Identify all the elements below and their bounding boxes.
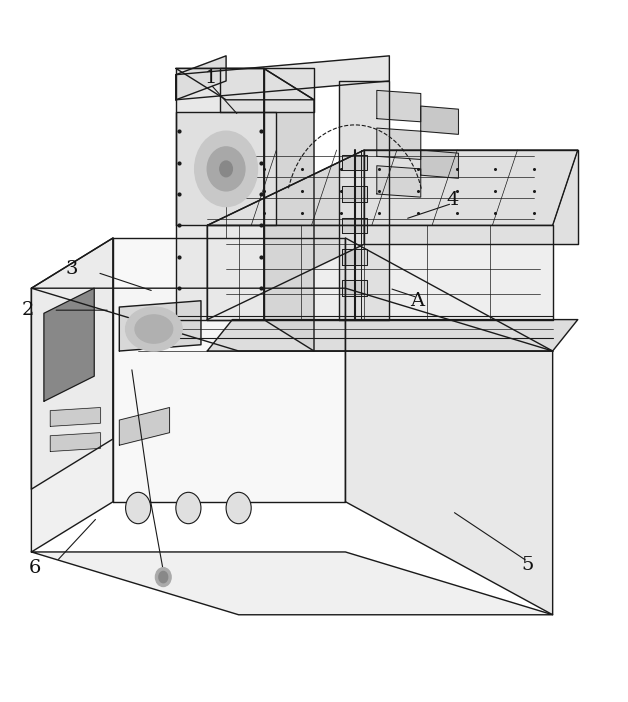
Polygon shape bbox=[31, 238, 113, 489]
Polygon shape bbox=[31, 238, 113, 552]
Ellipse shape bbox=[195, 131, 257, 206]
Text: 6: 6 bbox=[28, 559, 41, 576]
Polygon shape bbox=[220, 68, 314, 112]
Ellipse shape bbox=[176, 492, 201, 524]
Polygon shape bbox=[119, 300, 201, 351]
Polygon shape bbox=[31, 289, 553, 351]
Polygon shape bbox=[377, 128, 421, 159]
Ellipse shape bbox=[135, 315, 173, 343]
Polygon shape bbox=[44, 289, 94, 402]
Polygon shape bbox=[176, 68, 264, 319]
Polygon shape bbox=[345, 238, 553, 615]
Ellipse shape bbox=[220, 161, 232, 177]
Polygon shape bbox=[207, 225, 553, 319]
Ellipse shape bbox=[226, 492, 251, 524]
Text: 4: 4 bbox=[446, 191, 458, 209]
Polygon shape bbox=[176, 112, 276, 225]
Ellipse shape bbox=[155, 568, 171, 586]
Polygon shape bbox=[342, 280, 367, 296]
Ellipse shape bbox=[159, 571, 168, 583]
Text: 2: 2 bbox=[22, 301, 35, 319]
Polygon shape bbox=[339, 81, 389, 319]
Polygon shape bbox=[421, 106, 458, 134]
Polygon shape bbox=[207, 150, 364, 319]
Text: 1: 1 bbox=[204, 69, 217, 87]
Text: 5: 5 bbox=[521, 555, 534, 574]
Text: 3: 3 bbox=[66, 260, 78, 279]
Polygon shape bbox=[50, 408, 100, 426]
Polygon shape bbox=[377, 166, 421, 197]
Polygon shape bbox=[342, 154, 367, 171]
Ellipse shape bbox=[126, 492, 151, 524]
Polygon shape bbox=[342, 186, 367, 202]
Ellipse shape bbox=[126, 307, 182, 351]
Polygon shape bbox=[50, 432, 100, 451]
Polygon shape bbox=[207, 319, 578, 351]
Polygon shape bbox=[342, 249, 367, 265]
Polygon shape bbox=[176, 56, 226, 100]
Polygon shape bbox=[342, 218, 367, 233]
Polygon shape bbox=[264, 68, 314, 351]
Polygon shape bbox=[31, 552, 553, 615]
Ellipse shape bbox=[207, 147, 245, 191]
Polygon shape bbox=[176, 56, 389, 100]
Text: A: A bbox=[411, 292, 425, 310]
Polygon shape bbox=[377, 91, 421, 121]
Polygon shape bbox=[421, 150, 458, 178]
Polygon shape bbox=[364, 150, 578, 244]
Polygon shape bbox=[207, 150, 578, 225]
Polygon shape bbox=[176, 68, 314, 100]
Polygon shape bbox=[113, 238, 345, 502]
Polygon shape bbox=[119, 408, 170, 445]
